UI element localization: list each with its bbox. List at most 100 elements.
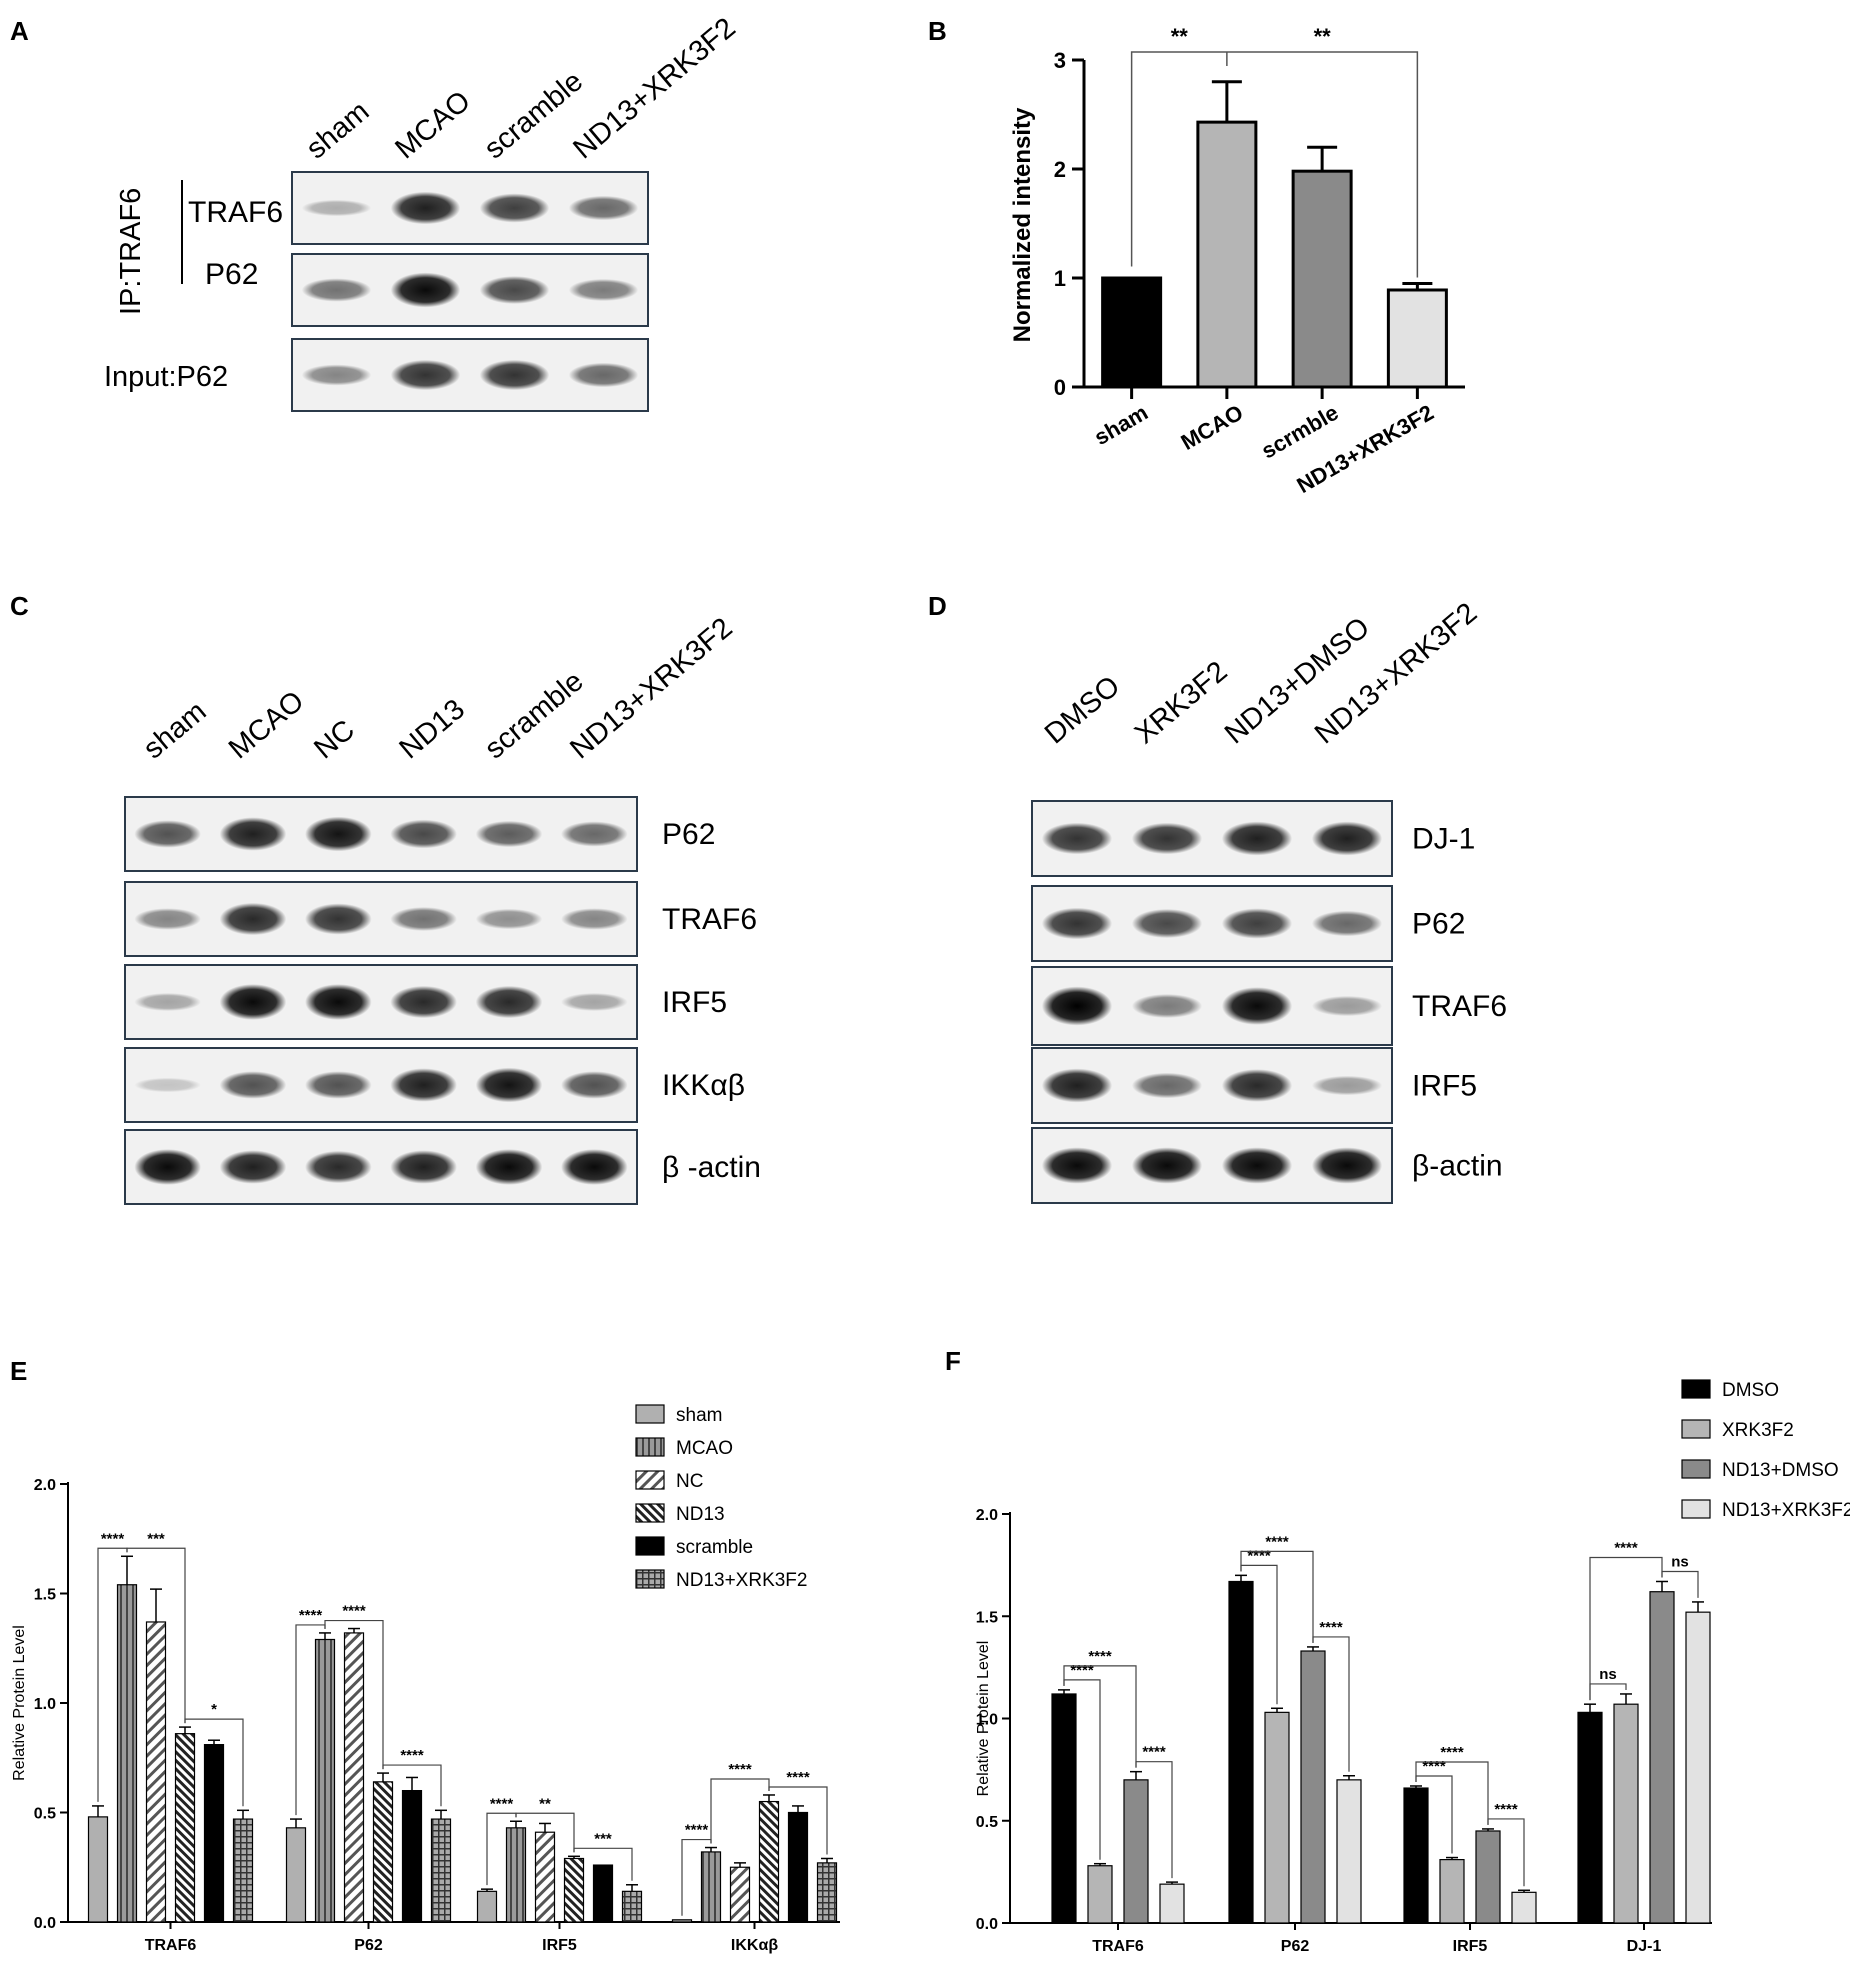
blot-label-4: β -actin [662,1151,761,1184]
e-sig-bracket-8 [573,1847,633,1881]
e-xtick-label-1: P62 [354,1937,383,1954]
b-bar-0 [1101,276,1163,389]
band-4-2 [305,1150,372,1184]
e-sig-bracket-1 [126,1547,186,1724]
f-sig-bracket-11 [1661,1570,1699,1598]
band-4-1 [1131,1147,1203,1184]
f-sig-label-7: **** [1440,1744,1464,1761]
e-bar-1-5 [430,1818,452,1923]
band-1-0 [301,278,372,302]
panel-e-label: E [10,1356,27,1386]
e-sig-label-5: **** [400,1747,424,1764]
e-sig-label-7: ** [539,1795,551,1812]
f-legend-swatch-0 [1681,1379,1711,1399]
f-bar-1-2 [1300,1650,1326,1924]
f-legend-label-0: DMSO [1722,1380,1779,1401]
b-ytick-label: 1 [1054,266,1066,291]
b-bar-2 [1291,169,1353,389]
b-y-axis-label: Normalized intensity [1009,107,1036,342]
e-bar-0-0 [87,1816,109,1923]
band-1-3 [1311,910,1383,937]
e-sig-bracket-7 [515,1812,575,1853]
f-bar-2-0 [1403,1787,1429,1924]
lane-label-3: ND13+XRK3F2 [1309,597,1483,751]
f-bar-0-2 [1123,1779,1149,1924]
e-xtick-label-0: TRAF6 [145,1937,197,1954]
f-legend-swatch-1 [1681,1419,1711,1439]
band-1-5 [561,908,628,930]
e-bar-3-4 [787,1811,809,1923]
band-1-0 [134,908,201,930]
f-sig-bracket-8 [1487,1818,1525,1887]
band-0-3 [390,819,457,849]
e-legend-swatch-1 [635,1437,665,1457]
blot-label-2: IRF5 [662,986,727,1019]
e-bar-1-0 [285,1827,307,1923]
e-bar-3-3 [758,1800,780,1923]
e-bar-3-5 [816,1862,838,1923]
f-legend-swatch-2 [1681,1459,1711,1479]
panel-f: F 0.0 0.5 1.0 1.5 2.0 Relative Protein Level T… [945,1346,1850,1955]
e-legend-label-5: ND13+XRK3F2 [676,1570,807,1591]
lane-label-2: NC [308,714,361,765]
panel-a-blots: TRAF6 P62 [188,171,649,412]
b-ytick-label: 2 [1054,157,1066,182]
e-y-axis-label: Relative Protein Level [11,1625,28,1781]
band-1-2 [305,903,372,935]
panel-e: E 0.0 0.5 1.0 1.5 2.0 Relative Protein Level T… [10,1356,840,1954]
f-sig-bracket-2 [1135,1761,1173,1879]
f-ytick-label-2: 1.0 [976,1712,998,1729]
e-sig-label-6: **** [490,1795,514,1812]
band-4-5 [561,1149,628,1185]
b-xtick-label-0: sham [1090,400,1152,450]
band-1-3 [390,907,457,931]
f-sig-label-4: **** [1265,1533,1289,1550]
lane-label-0: DMSO [1039,670,1126,750]
e-bar-1-4 [401,1789,423,1923]
panel-b-label: B [928,16,947,46]
e-legend-label-0: sham [676,1405,722,1426]
f-sig-label-5: **** [1319,1619,1343,1636]
band-3-2 [1221,1069,1293,1102]
b-bar-1 [1196,120,1258,389]
f-sig-bracket-10 [1589,1556,1663,1701]
f-legend-swatch-3 [1681,1499,1711,1519]
e-sig-bracket-10 [710,1778,770,1844]
f-sig-label-10: **** [1614,1539,1638,1556]
e-ytick-label-4: 2.0 [34,1477,56,1494]
f-legend-label-2: ND13+DMSO [1722,1460,1839,1481]
band-4-1 [219,1150,287,1184]
lane-label-2: scramble [478,65,589,165]
band-0-0 [301,199,372,217]
f-bar-1-1 [1264,1711,1290,1924]
lane-label-0: sham [138,695,213,765]
band-0-3 [568,195,639,221]
band-2-2 [479,359,550,391]
band-2-1 [219,984,287,1020]
f-ytick-label-0: 0.0 [976,1916,998,1933]
blot-label-3: IRF5 [1412,1070,1477,1103]
e-xtick-label-2: IRF5 [542,1937,577,1954]
band-4-0 [1041,1147,1113,1184]
e-sig-label-2: * [211,1701,217,1718]
e-bar-1-1 [314,1638,336,1923]
blot-frame-1 [124,881,638,957]
e-bar-0-2 [145,1621,167,1923]
f-sig-label-8: **** [1494,1801,1518,1818]
lane-label-5: ND13+XRK3F2 [564,612,738,766]
band-3-2 [305,1071,372,1099]
e-sig-bracket-5 [382,1764,442,1807]
band-0-1 [1131,822,1203,855]
band-0-0 [1041,822,1113,855]
e-sig-label-10: **** [728,1761,752,1778]
e-bar-1-3 [372,1781,394,1923]
band-1-1 [219,902,287,936]
band-2-3 [390,985,457,1019]
band-4-0 [134,1149,201,1185]
band-2-2 [305,984,372,1020]
band-1-2 [479,276,550,304]
